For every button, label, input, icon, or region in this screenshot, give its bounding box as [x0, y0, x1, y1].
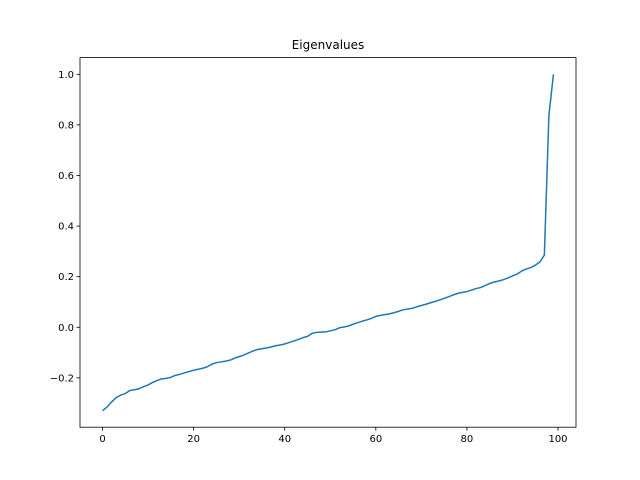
y-tick-label: 0.0 — [58, 323, 74, 334]
x-tick-label: 20 — [187, 434, 200, 445]
line — [102, 74, 555, 412]
axes-frame — [79, 57, 577, 428]
y-tick-label: 1.0 — [58, 70, 74, 81]
x-tick-label: 60 — [369, 434, 382, 445]
y-tick-label: 0.2 — [58, 272, 74, 283]
x-tick-label: 80 — [461, 434, 474, 445]
x-tick-label: 100 — [548, 434, 567, 445]
chart-title: Eigenvalues — [292, 38, 365, 52]
x-tick-label: 0 — [99, 434, 105, 445]
y-tick-label: 0.6 — [58, 171, 74, 182]
y-tick-label: −0.2 — [50, 373, 74, 384]
y-tick-label: 0.4 — [58, 222, 74, 233]
x-tick-label: 40 — [278, 434, 291, 445]
y-tick-label: 0.8 — [58, 120, 74, 131]
